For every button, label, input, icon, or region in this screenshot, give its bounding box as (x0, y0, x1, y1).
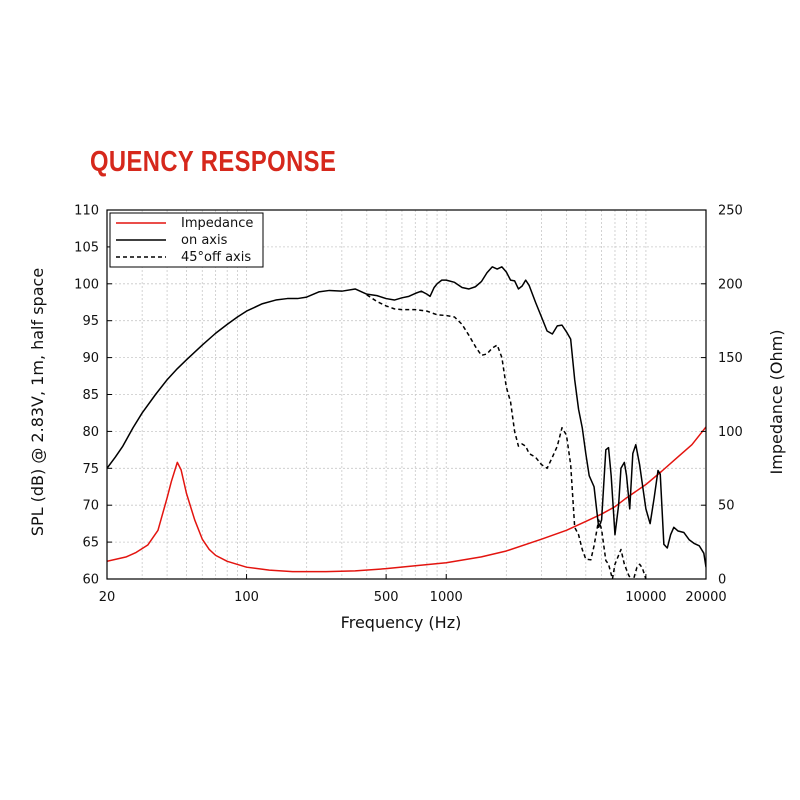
x-tick-label: 100 (234, 590, 259, 605)
legend-label-on-axis: on axis (181, 233, 228, 248)
axis-labels: Frequency (Hz) SPL (dB) @ 2.83V, 1m, hal… (28, 268, 786, 632)
y-tick-label: 110 (74, 204, 99, 219)
y2-tick-label: 0 (718, 573, 726, 588)
x-axis-label: Frequency (Hz) (341, 613, 462, 632)
x-tick-label: 10000 (625, 590, 666, 605)
x-tick-label: 20 (99, 590, 116, 605)
on-axis-curve (107, 266, 706, 568)
y-tick-label: 65 (82, 536, 99, 551)
x-tick-label: 20000 (685, 590, 726, 605)
y2-tick-label: 50 (718, 499, 735, 514)
impedance-curve (107, 426, 706, 573)
x-tick-label: 1000 (430, 590, 463, 605)
y2-tick-label: 200 (718, 277, 743, 292)
off-axis-45-curve (366, 294, 647, 579)
y-tick-label: 90 (82, 351, 99, 366)
y2-tick-label: 100 (718, 425, 743, 440)
y2-tick-label: 150 (718, 351, 743, 366)
plot-curves (107, 266, 706, 579)
x-tick-label: 500 (374, 590, 399, 605)
y-tick-label: 70 (82, 499, 99, 514)
y2-axis-label: Impedance (Ohm) (767, 330, 786, 475)
y-tick-label: 60 (82, 573, 99, 588)
y-tick-label: 80 (82, 425, 99, 440)
grid-lines (107, 210, 706, 579)
y-tick-label: 100 (74, 277, 99, 292)
page-title: QUENCY RESPONSE (90, 146, 337, 178)
y-tick-label: 85 (82, 388, 99, 403)
legend: Impedance on axis 45°off axis (109, 212, 264, 268)
y2-tick-label: 250 (718, 204, 743, 219)
y-tick-label: 75 (82, 462, 99, 477)
y-axis-label: SPL (dB) @ 2.83V, 1m, half space (28, 268, 47, 536)
y-tick-label: 105 (74, 240, 99, 255)
y-tick-label: 95 (82, 314, 99, 329)
legend-label-off-axis: 45°off axis (181, 250, 251, 265)
axis-ticks: 20 100 500 1000 10000 20000606570758085909510… (74, 204, 743, 606)
legend-label-impedance: Impedance (181, 216, 253, 231)
